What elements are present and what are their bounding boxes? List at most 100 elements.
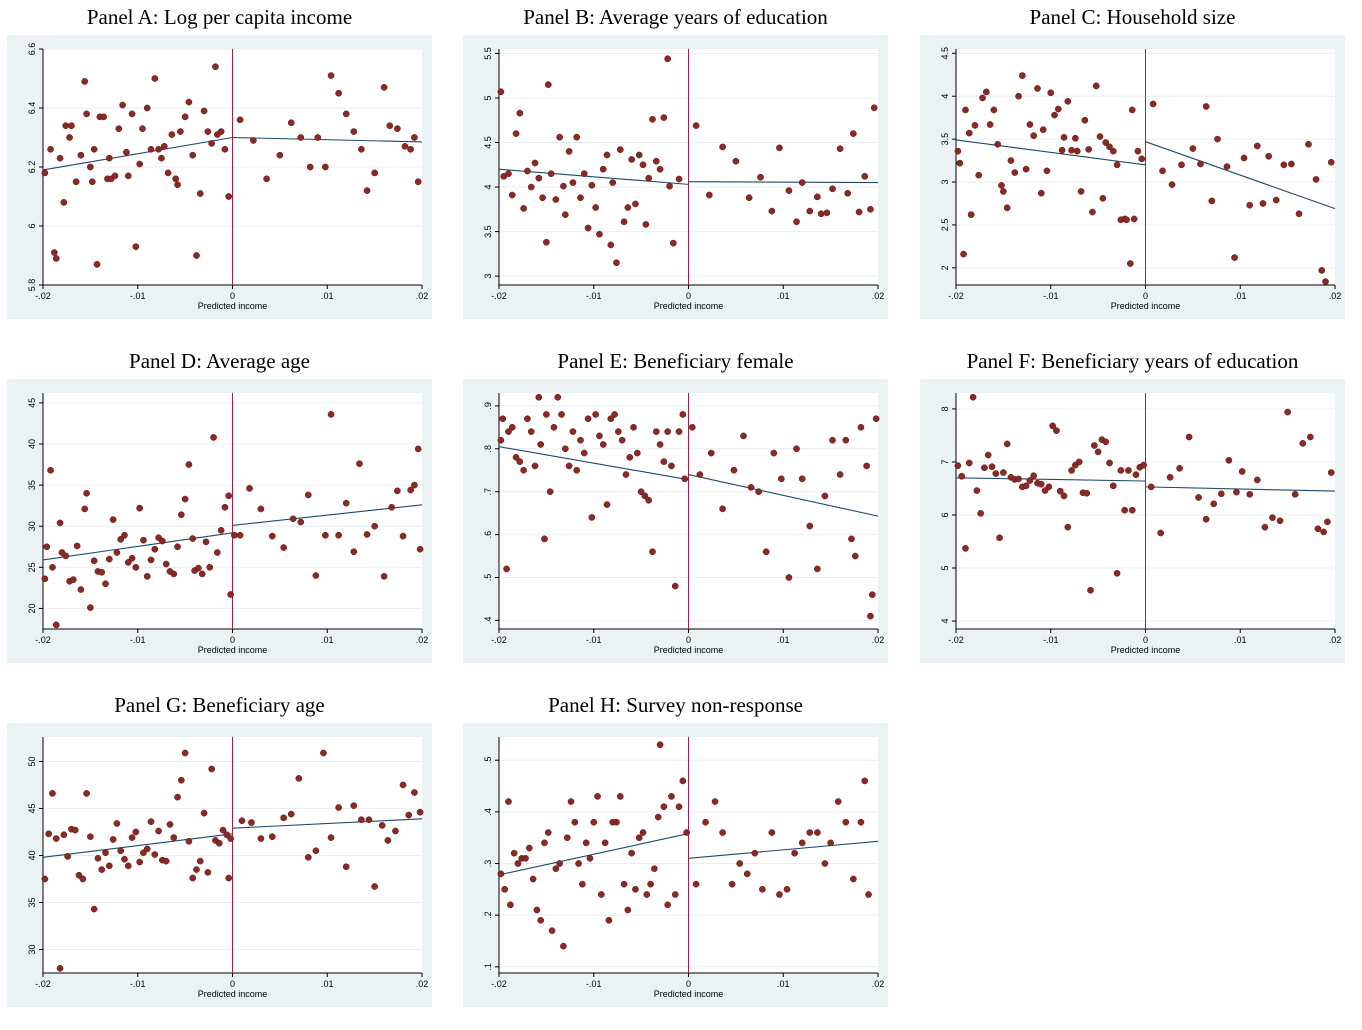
scatter-point — [834, 798, 842, 805]
scatter-point — [407, 486, 414, 494]
scatter-point — [81, 505, 89, 513]
scatter-point — [98, 568, 106, 576]
y-tick-label: 2 — [940, 265, 950, 270]
scatter-point — [1113, 161, 1121, 169]
scatter-point — [537, 441, 545, 448]
scatter-point — [863, 462, 870, 470]
x-axis-title: Predicted income — [198, 301, 268, 311]
scatter-point — [1185, 433, 1193, 441]
scatter-point — [762, 548, 770, 556]
y-tick-label: 50 — [27, 756, 37, 766]
scatter-point — [954, 462, 962, 470]
scatter-point — [123, 148, 130, 156]
scatter-point — [531, 159, 539, 167]
scatter-point — [516, 109, 524, 117]
scatter-point — [132, 243, 140, 250]
scatter-point — [688, 423, 696, 431]
scatter-point — [821, 492, 829, 500]
scatter-point — [1072, 134, 1079, 142]
scatter-point — [654, 813, 662, 821]
scatter-point — [605, 916, 613, 924]
scatter-point — [679, 411, 687, 418]
scatter-point — [166, 821, 174, 828]
scatter-point — [529, 875, 537, 883]
scatter-point — [1121, 506, 1129, 514]
x-tick-label: .02 — [416, 979, 429, 989]
scatter-point — [778, 475, 785, 483]
scatter-point — [289, 515, 297, 523]
y-tick-label: .2 — [483, 911, 493, 919]
scatter-point — [1246, 490, 1254, 498]
x-tick-label: -.01 — [130, 291, 146, 301]
scatter-point — [546, 488, 554, 496]
scatter-point — [405, 811, 413, 819]
scatter-point — [1000, 469, 1007, 476]
scatter-point — [622, 471, 630, 478]
scatter-point — [497, 870, 505, 878]
x-tick-label: .02 — [1329, 635, 1342, 645]
x-tick-label: 0 — [1143, 635, 1148, 645]
scatter-point — [1208, 197, 1216, 205]
scatter-point — [560, 942, 567, 950]
scatter-point — [1077, 188, 1085, 195]
scatter-point — [280, 544, 288, 551]
scatter-point — [1299, 440, 1307, 447]
scatter-point — [525, 844, 533, 852]
scatter-point — [975, 171, 983, 179]
scatter-point — [520, 466, 527, 474]
scatter-point — [745, 194, 753, 202]
scatter-point — [174, 181, 181, 189]
scatter-point — [683, 829, 690, 836]
scatter-point — [1233, 488, 1240, 496]
x-tick-label: -.01 — [130, 635, 146, 645]
scatter-point — [776, 144, 783, 152]
scatter-point — [814, 193, 821, 201]
scatter-point — [147, 145, 155, 153]
scatter-point — [543, 238, 550, 246]
scatter-point — [827, 839, 834, 847]
scatter-point — [981, 464, 988, 472]
scatter-point — [56, 519, 64, 527]
y-tick-label: 2.5 — [940, 219, 950, 232]
scatter-point — [1166, 473, 1174, 481]
scatter-point — [147, 556, 155, 564]
scatter-point — [185, 98, 193, 106]
scatter-point — [666, 182, 673, 190]
scatter-point — [960, 250, 967, 258]
scatter-point — [416, 808, 424, 816]
x-tick-label: .02 — [872, 291, 885, 301]
scatter-point — [543, 411, 550, 418]
scatter-point — [647, 880, 654, 888]
scatter-point — [669, 239, 677, 247]
y-tick-label: 6.2 — [27, 161, 37, 174]
fit-line-right — [688, 473, 879, 517]
scatter-point — [102, 849, 109, 856]
scatter-point — [196, 857, 204, 865]
scatter-point — [297, 134, 305, 141]
panel-h-svg: .1 .2 .3 .4 .5 -.02 -.01 0 .01 .02 Predicted incom… — [483, 737, 884, 999]
scatter-point — [994, 140, 1002, 148]
scatter-point — [556, 133, 563, 141]
fit-line-right — [1145, 486, 1336, 492]
scatter-point — [236, 116, 244, 124]
scatter-point — [47, 145, 54, 153]
scatter-point — [147, 818, 155, 825]
y-tick-label: 40 — [27, 439, 37, 449]
y-tick-label: 3.5 — [483, 225, 493, 238]
scatter-point — [599, 165, 607, 173]
scatter-point — [984, 451, 992, 459]
scatter-point — [675, 175, 683, 183]
y-tick-label: 45 — [27, 803, 37, 813]
scatter-point — [671, 891, 679, 898]
scatter-point — [611, 411, 618, 418]
scatter-point — [692, 880, 700, 888]
scatter-point — [977, 510, 984, 517]
scatter-point — [102, 580, 109, 588]
y-tick-label: 7 — [940, 459, 950, 464]
scatter-point — [857, 818, 865, 826]
scatter-point — [736, 860, 744, 867]
x-tick-label: .01 — [321, 979, 334, 989]
scatter-point — [189, 535, 197, 542]
scatter-point — [633, 449, 641, 457]
scatter-point — [1054, 105, 1062, 113]
